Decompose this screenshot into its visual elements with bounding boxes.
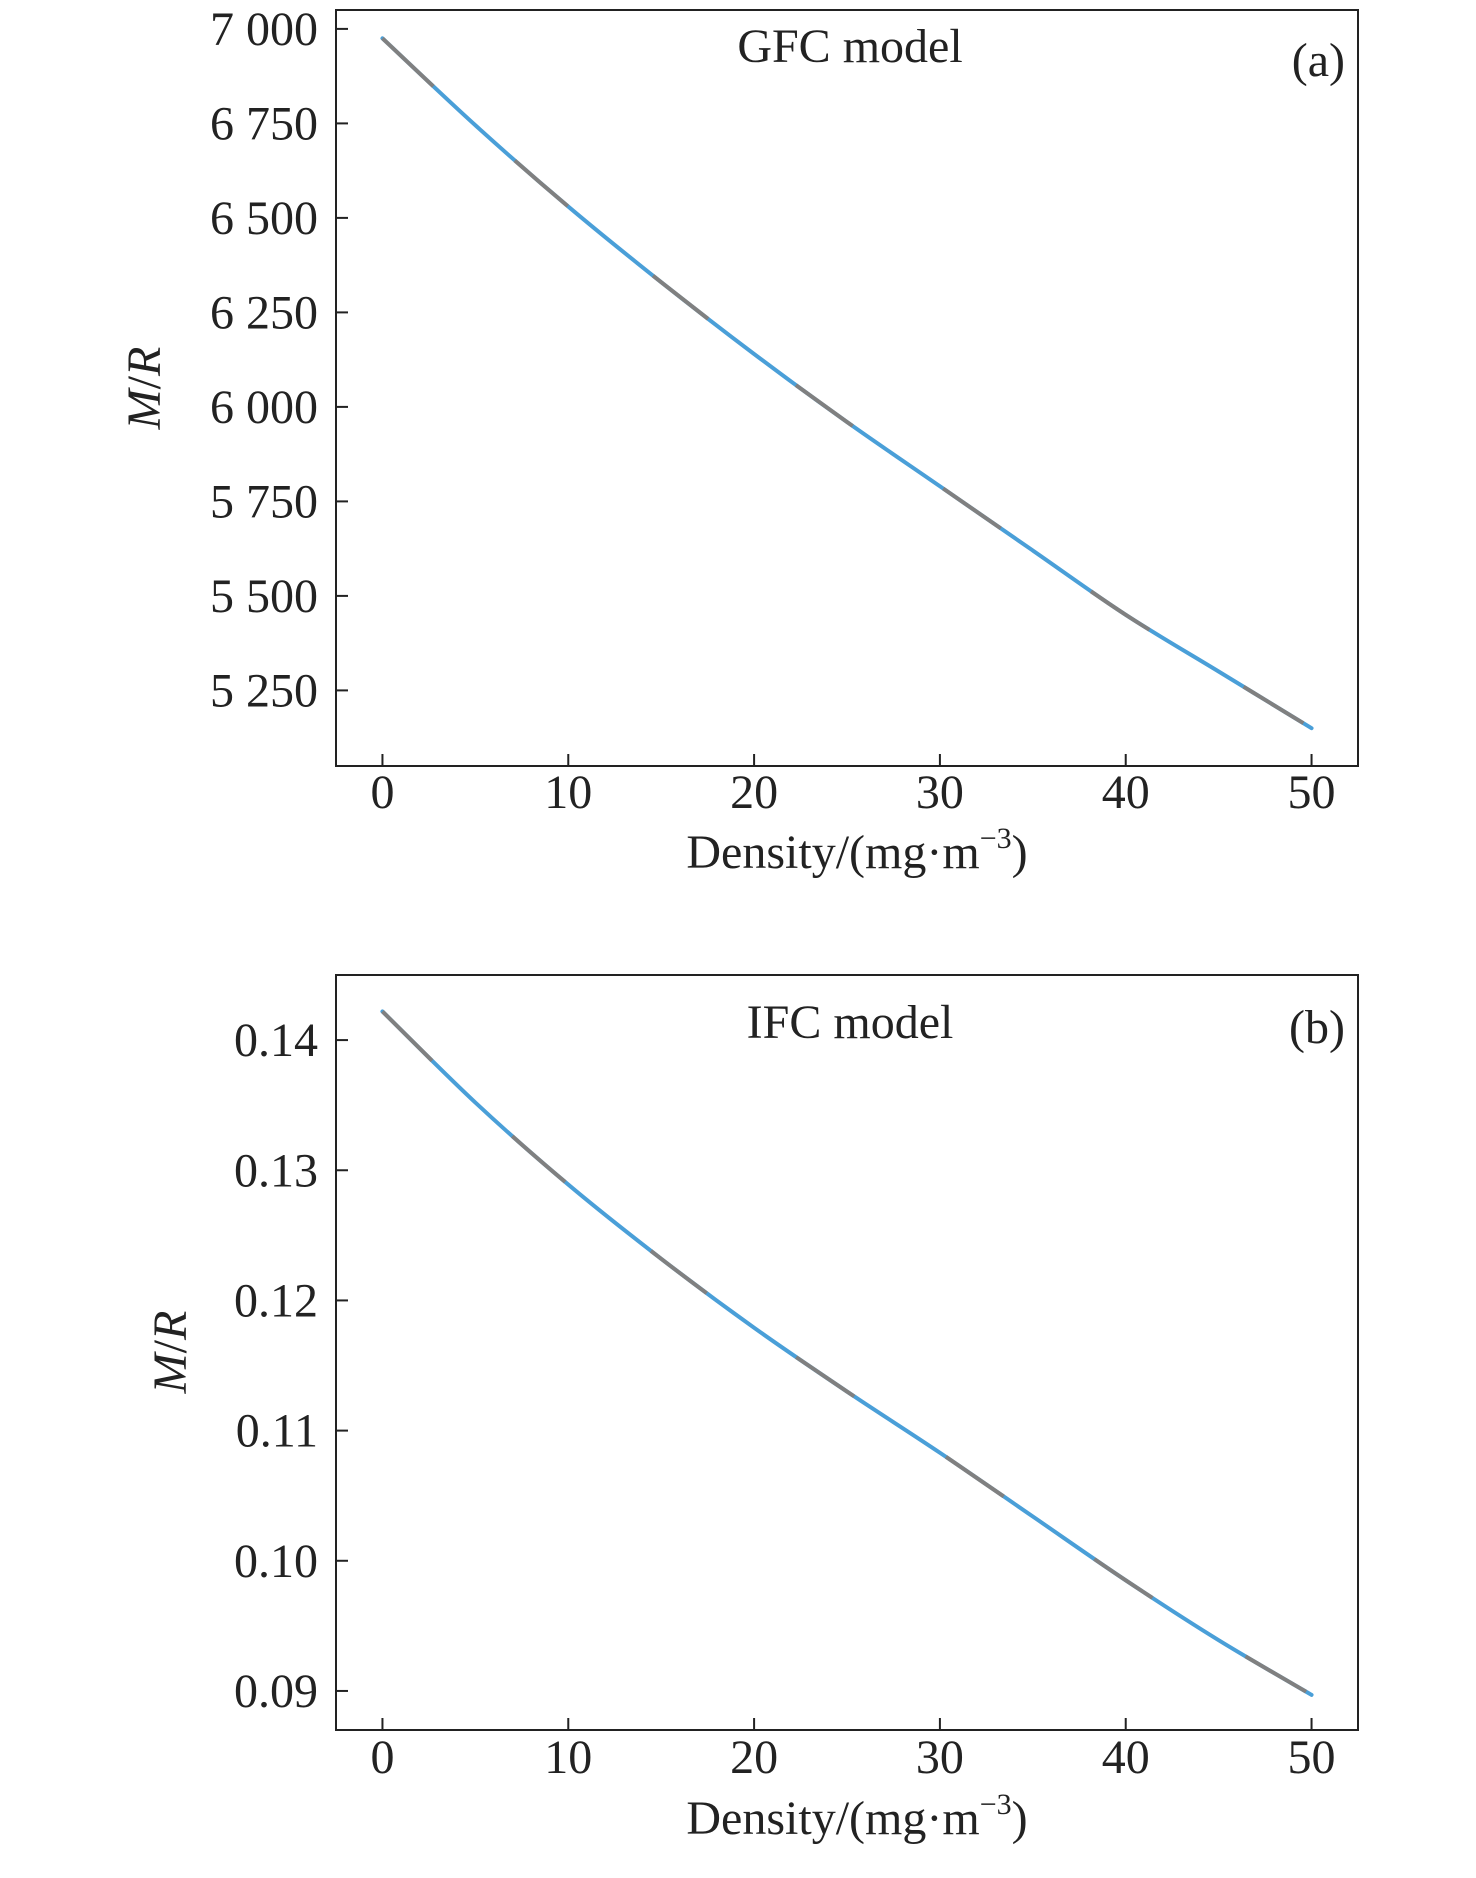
x-axis-title: Density/(mg·m−3) [686,1788,1027,1845]
y-axis-title-r: R [144,1311,197,1341]
panel-a-chart: 0 10 20 30 40 50 5 250 5 500 5 750 6 000 6 250 6 50… [118,3,1359,879]
y-tick-label: 6 500 [210,192,318,245]
x-tick-label: 30 [916,766,964,819]
y-tick-label: 5 500 [210,570,318,623]
y-tick-label: 0.14 [234,1014,318,1067]
y-tick-label: 7 000 [210,3,318,56]
y-tick-label: 0.09 [234,1665,318,1718]
y-tick-label: 0.11 [236,1405,318,1458]
model-annotation: GFC model [737,20,962,73]
x-axis-title-main: Density/(mg·m [686,1792,979,1845]
x-axis-title: Density/(mg·m−3) [686,822,1027,879]
x-tick-label: 0 [370,766,394,819]
panel-label: (b) [1289,1001,1345,1054]
x-tick-label: 20 [730,766,778,819]
y-axis-title-slash: / [118,375,171,389]
x-tick-label: 40 [1102,766,1150,819]
y-axis-title-r: R [118,347,171,377]
x-tick-label: 0 [370,1731,394,1784]
y-tick-label: 6 000 [210,381,318,434]
y-tick-label: 0.12 [234,1274,318,1327]
x-tick-label: 30 [916,1731,964,1784]
x-tick-label: 10 [544,1731,592,1784]
x-axis-title-tail: ) [1012,1792,1028,1845]
y-tick-label: 5 750 [210,475,318,528]
x-tick-label: 50 [1288,766,1336,819]
y-tick-label: 0.13 [234,1144,318,1197]
plot-frame [335,9,1359,767]
data-series-line-blue [380,1009,1314,1697]
x-axis-title-tail: ) [1012,826,1028,879]
data-series-line-grey [381,1010,1313,1697]
y-tick-label: 5 250 [210,664,318,717]
data-series-line-grey [381,36,1313,730]
x-axis-title-main: Density/(mg·m [686,826,979,879]
x-tick-label: 50 [1288,1731,1336,1784]
model-annotation: IFC model [747,996,954,1049]
x-axis-title-exponent: −3 [980,822,1012,855]
panel-b-chart: 0 10 20 30 40 50 0.09 0.10 0.11 0.12 0.13 0.14 Densi… [144,974,1359,1845]
data-series-line-blue [380,36,1314,731]
x-axis-title-exponent: −3 [980,1788,1012,1821]
y-tick-label: 6 250 [210,286,318,339]
y-axis-title: M/R [118,347,171,431]
y-axis-title: M/R [144,1311,197,1395]
y-axis-title-m: M [118,386,171,430]
plot-frame [335,974,1359,1731]
y-tick-label: 6 750 [210,97,318,150]
x-tick-label: 20 [730,1731,778,1784]
x-tick-label: 10 [544,766,592,819]
y-axis-title-slash: / [144,1339,197,1353]
x-tick-label: 40 [1102,1731,1150,1784]
panel-label: (a) [1292,34,1345,87]
y-tick-label: 0.10 [234,1535,318,1588]
y-axis-title-m: M [144,1350,197,1394]
